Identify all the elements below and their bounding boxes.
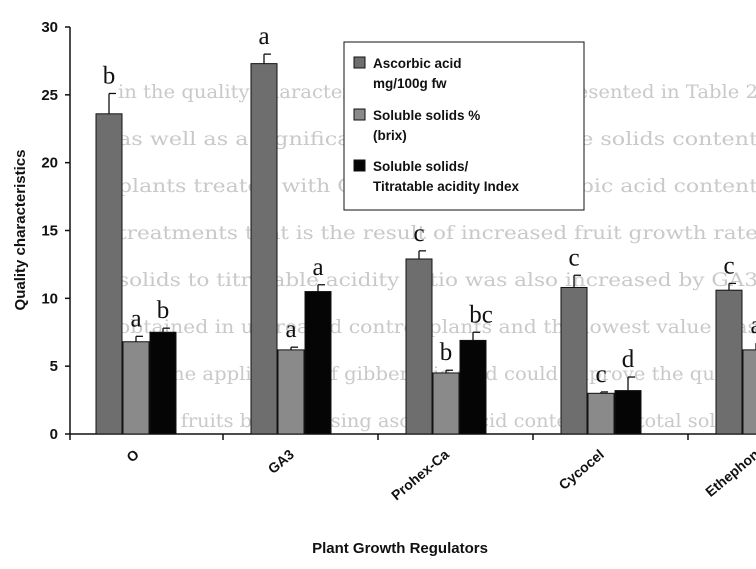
legend: Ascorbic acid mg/100g fw Soluble solids % (…: [343, 41, 585, 211]
bar: [459, 339, 487, 435]
background-text-line: obtained in untreated control plants and…: [118, 316, 756, 338]
background-text-line: solids to titratable acidity ratio was a…: [118, 269, 756, 291]
significance-letter: c: [413, 220, 424, 247]
bar: [405, 258, 433, 435]
legend-swatch: [353, 159, 366, 172]
legend-box: [343, 41, 585, 211]
legend-label: Soluble solids %: [373, 108, 480, 123]
y-tick-label: 15: [41, 223, 58, 240]
bar: [432, 372, 460, 435]
background-text-line: treatments that is the result of increas…: [118, 222, 756, 244]
x-tick-label: Prohex-Ca: [388, 446, 452, 503]
y-tick-label: 10: [41, 290, 58, 307]
significance-letter: d: [622, 346, 635, 373]
bar: [122, 341, 150, 435]
significance-letter: b: [440, 339, 453, 366]
y-tick-label: 25: [41, 87, 58, 104]
y-tick-label: 30: [41, 19, 58, 36]
bar: [250, 63, 278, 435]
x-tick-label: Ethephon: [702, 446, 756, 500]
significance-letter: a: [312, 254, 323, 281]
significance-letter: a: [130, 305, 141, 332]
bars: [95, 53, 756, 435]
significance-letter: b: [157, 297, 170, 324]
significance-letter: c: [595, 361, 606, 388]
legend-swatch: [353, 108, 366, 121]
y-tick-label: 0: [50, 426, 58, 443]
significance-letter: bc: [469, 301, 493, 328]
y-tick-label: 5: [50, 358, 58, 375]
x-axis-title: Plant Growth Regulators: [312, 540, 488, 557]
significance-letter: c: [723, 252, 734, 279]
bar: [277, 349, 305, 435]
bar: [304, 291, 332, 435]
legend-label: Ascorbic acid: [373, 56, 462, 71]
y-tick-label: 20: [41, 155, 58, 172]
legend-label: mg/100g fw: [373, 76, 447, 91]
significance-letter: a: [750, 312, 756, 339]
significance-letter: b: [103, 62, 116, 89]
bar: [715, 289, 743, 435]
x-tick-label: Cycocel: [556, 446, 607, 493]
significance-letter: a: [258, 23, 269, 50]
bar: [560, 286, 588, 435]
legend-label: (brix): [373, 128, 407, 143]
bar: [149, 331, 177, 435]
legend-label: Titratable acidity Index: [373, 179, 520, 194]
bar: [95, 113, 123, 435]
bar: [587, 392, 615, 435]
bar: [614, 390, 642, 435]
x-tick-label: O: [123, 446, 142, 465]
significance-letter: a: [285, 316, 296, 343]
legend-label: Soluble solids/: [373, 159, 469, 174]
x-tick-label: GA3: [265, 446, 297, 477]
significance-letter: c: [568, 244, 579, 271]
y-axis-title: Quality characteristics: [12, 150, 29, 311]
bar: [742, 349, 756, 435]
legend-swatch: [353, 56, 366, 69]
